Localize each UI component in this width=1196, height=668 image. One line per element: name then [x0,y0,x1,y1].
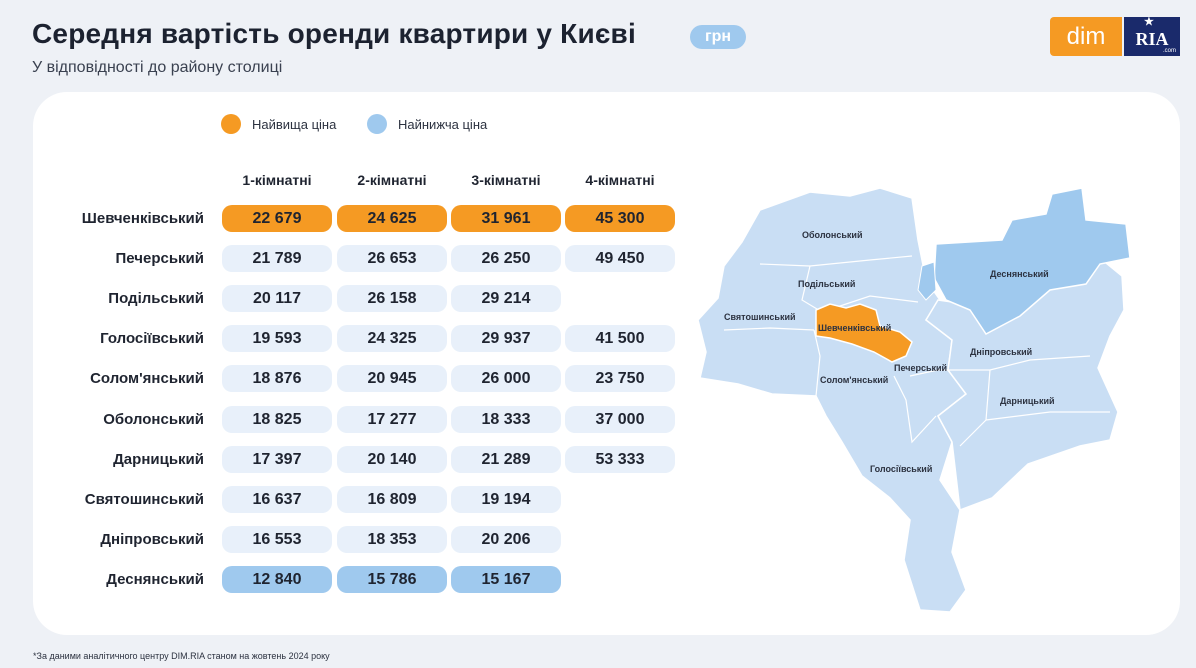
row-label: Солом'янський [90,370,204,388]
table-cell: 29 214 [451,285,561,313]
row-label: Печерський [115,250,204,268]
table-cell: 26 158 [337,285,447,313]
table-cell: 19 593 [222,325,332,353]
table-cell: 49 450 [565,245,675,273]
table-cell: 15 786 [337,565,447,593]
ria-logo-suffix: .com [1162,48,1176,54]
table-cell: 16 553 [222,525,332,553]
table-cell: 53 333 [565,445,675,473]
table-cell: 18 333 [451,405,561,433]
row-label: Подільський [108,290,204,308]
table-cell: 18 825 [222,405,332,433]
table-cell: 21 289 [451,445,561,473]
map-label-desnianskyi: Деснянський [990,269,1049,279]
table-cell: 16 809 [337,485,447,513]
table-cell: 22 679 [222,205,332,232]
table-cell: 37 000 [565,405,675,433]
map-label-shevchenkivskyi: Шевченківський [818,323,891,333]
map-label-pecherskyi: Печерський [894,363,947,373]
table-cell: 12 840 [222,565,332,593]
map-desnianskyi-island [917,261,937,301]
table-cell: 24 625 [337,205,447,232]
table-cell: 23 750 [565,365,675,393]
table-cell: 45 300 [565,205,675,232]
map-label-holosiivskyi: Голосіївський [870,464,932,474]
table-cell: 20 206 [451,525,561,553]
table-cell: 26 653 [337,245,447,273]
kyiv-district-map: Оболонський Подільський Святошинський Ше… [697,187,1131,613]
legend-high-label: Найвища ціна [252,117,337,132]
column-header: 4-кімнатні [585,172,655,188]
map-desnianskyi [933,187,1131,335]
table-cell: 20 945 [337,365,447,393]
column-header: 2-кімнатні [357,172,427,188]
table-cell: 24 325 [337,325,447,353]
ria-logo-text: RIA [1135,29,1169,49]
map-label-darnytskyi: Дарницький [1000,396,1055,406]
table-cell: 26 250 [451,245,561,273]
legend-low-label: Найнижча ціна [398,117,488,132]
legend-high-dot [221,114,241,134]
table-cell: 29 937 [451,325,561,353]
row-label: Святошинський [84,490,204,508]
map-label-podilskyi: Подільський [798,279,855,289]
map-west-bank [697,187,968,613]
row-label: Оболонський [103,410,204,428]
map-label-dniprovskyi: Дніпровський [970,347,1032,357]
table-cell: 18 353 [337,525,447,553]
table-cell: 20 117 [222,285,332,313]
row-label: Дніпровський [100,530,204,548]
map-district-borders [723,255,1110,447]
unit-badge: грн [690,25,746,49]
footnote: *За даними аналітичного центру DIM.RIA с… [33,651,330,661]
column-header: 3-кімнатні [471,172,541,188]
star-icon: ★ [1144,16,1154,28]
table-cell: 21 789 [222,245,332,273]
column-header: 1-кімнатні [242,172,312,188]
legend-low-dot [367,114,387,134]
map-label-solomianskyi: Солом'янський [820,375,888,385]
table-cell: 17 397 [222,445,332,473]
row-label: Голосіївський [100,330,204,348]
table-cell: 26 000 [451,365,561,393]
table-cell: 41 500 [565,325,675,353]
table-cell: 15 167 [451,565,561,593]
page-title: Середня вартість оренди квартири у Києві [32,18,636,49]
table-cell: 31 961 [451,205,561,232]
table-cell: 18 876 [222,365,332,393]
table-cell: 16 637 [222,485,332,513]
map-label-obolonskyi: Оболонський [802,230,862,240]
dim-logo: dim [1050,17,1122,56]
row-label: Шевченківський [81,210,204,227]
page-subtitle: У відповідності до району столиці [32,59,283,76]
ria-logo: ★ RIA .com [1124,16,1180,56]
table-cell: 17 277 [337,405,447,433]
table-cell: 19 194 [451,485,561,513]
row-label: Дарницький [113,450,204,468]
row-label: Деснянський [106,570,204,588]
map-shevchenkivskyi [815,303,913,363]
table-cell: 20 140 [337,445,447,473]
map-label-sviatoshynskyi: Святошинський [724,312,796,322]
